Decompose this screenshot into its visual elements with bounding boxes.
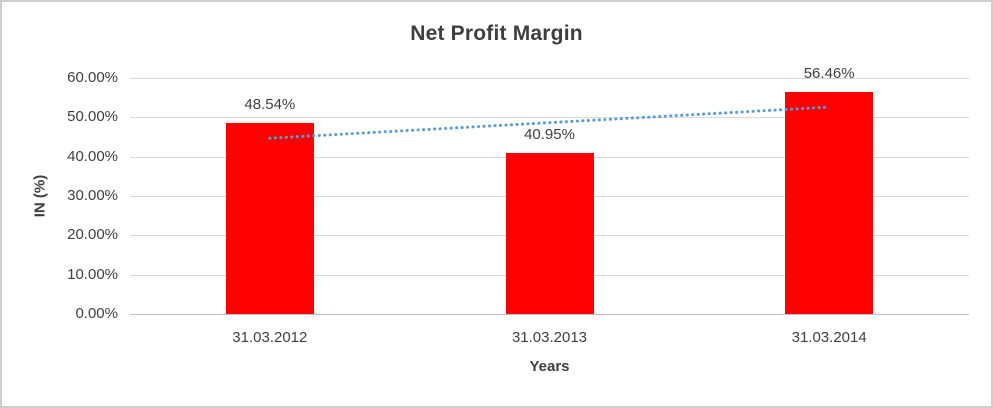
y-tick-label: 0.00% bbox=[75, 305, 118, 322]
y-tick-label: 50.00% bbox=[67, 108, 118, 126]
y-tick-label: 30.00% bbox=[67, 187, 118, 204]
data-label: 56.46% bbox=[803, 64, 855, 82]
gridline bbox=[130, 117, 969, 119]
x-axis-line bbox=[130, 314, 969, 315]
bar-31.03.2012 bbox=[225, 123, 314, 314]
trendline bbox=[268, 105, 831, 140]
data-label: 40.95% bbox=[524, 125, 575, 143]
data-label: 48.54% bbox=[244, 96, 296, 114]
gridline bbox=[130, 78, 969, 79]
x-tick-label: 31.03.2013 bbox=[511, 329, 588, 346]
y-tick-label: 20.00% bbox=[67, 226, 118, 244]
x-axis-title: Years bbox=[529, 358, 570, 375]
y-tick-label: 60.00% bbox=[67, 69, 118, 86]
y-tick-label: 10.00% bbox=[67, 265, 118, 283]
plot-area: 48.54% 40.95% 56.46% bbox=[130, 65, 969, 315]
chart-title: Net Profit Margin bbox=[410, 22, 583, 45]
bar-31.03.2014 bbox=[785, 91, 874, 314]
x-tick-label: 31.03.2014 bbox=[791, 329, 867, 346]
x-tick-label: 31.03.2012 bbox=[232, 329, 308, 346]
bar-31.03.2013 bbox=[505, 152, 594, 314]
y-tick-label: 40.00% bbox=[67, 147, 118, 165]
